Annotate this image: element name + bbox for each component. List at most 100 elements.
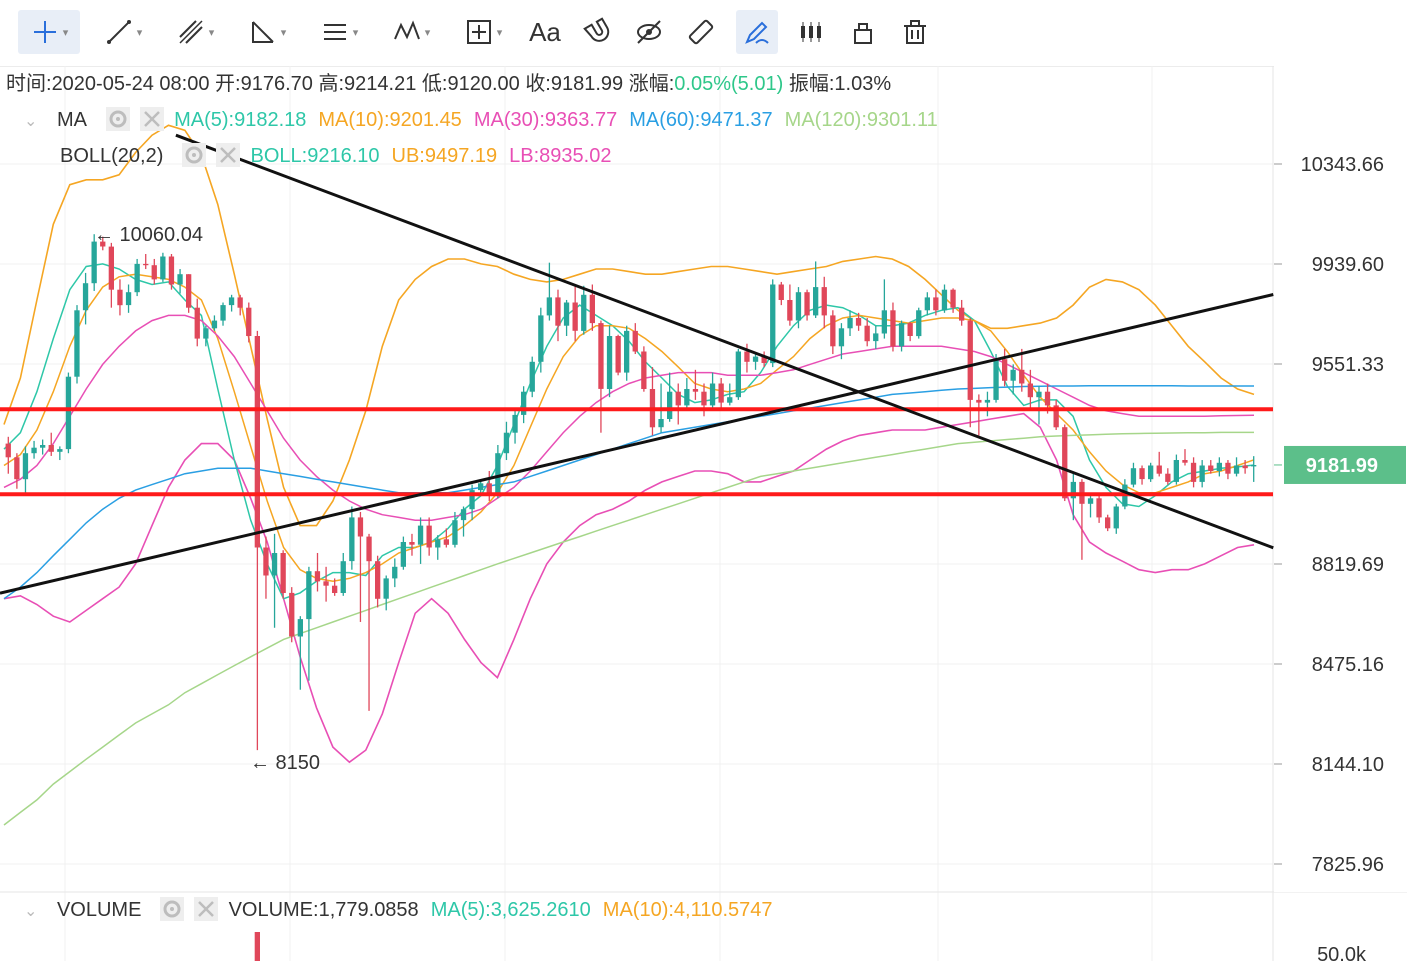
tool-angle-button[interactable]: ▾ xyxy=(236,10,298,54)
collapse-icon[interactable]: ⌄ xyxy=(24,903,38,921)
trash-icon xyxy=(900,17,930,47)
candle-body xyxy=(873,333,879,342)
chevron-down-icon[interactable]: ▾ xyxy=(352,26,359,39)
candle-body xyxy=(57,449,63,452)
low-annotation: ← 8150 xyxy=(250,752,320,774)
candle-body xyxy=(1002,359,1008,381)
candle-body xyxy=(469,490,475,510)
tool-magnet-button[interactable] xyxy=(576,10,618,54)
axis-tick-label: 9939.60 xyxy=(1312,254,1384,276)
candle-body xyxy=(709,383,716,406)
chevron-down-icon[interactable]: ▾ xyxy=(136,26,143,39)
candle-body xyxy=(864,325,870,342)
candle-body xyxy=(658,419,664,428)
volume-pane: 50.0k xyxy=(254,932,1367,961)
close-icon[interactable] xyxy=(193,896,219,922)
tool-hide-drawings-button[interactable] xyxy=(628,10,670,54)
candle-body xyxy=(598,323,604,389)
candle-body xyxy=(478,483,484,491)
close-icon[interactable] xyxy=(139,106,165,132)
ma-line-4 xyxy=(3,431,1254,826)
chevron-down-icon[interactable]: ▾ xyxy=(280,26,287,39)
candle-body xyxy=(177,274,183,285)
trend-line-0 xyxy=(175,133,1274,550)
tool-lock-button[interactable] xyxy=(842,10,884,54)
amp-label: 振幅: xyxy=(788,73,835,95)
candle-body xyxy=(555,297,561,326)
gear-icon[interactable] xyxy=(159,896,185,922)
candle-body xyxy=(151,265,157,280)
tool-crosshair-button[interactable]: ▾ xyxy=(18,10,80,54)
pen-icon xyxy=(742,17,772,47)
candle-body xyxy=(701,391,707,406)
price-axis: 10343.66 9939.60 9551.33 8819.69 8475.16 8144… xyxy=(1274,66,1407,892)
ma-line-2 xyxy=(3,314,1255,521)
candle-body xyxy=(392,566,398,579)
candle-body xyxy=(1173,460,1179,482)
gear-icon[interactable] xyxy=(105,106,131,132)
magnet-icon xyxy=(582,17,612,47)
tool-horizontal-lines-button[interactable]: ▾ xyxy=(308,10,370,54)
candle-body xyxy=(529,361,535,392)
tool-multi-line-button[interactable]: ▾ xyxy=(164,10,226,54)
close-icon[interactable] xyxy=(215,142,241,168)
chart-grid xyxy=(0,66,1407,961)
chevron-down-icon[interactable]: ▾ xyxy=(62,26,69,39)
tool-measure-box-button[interactable]: ▾ xyxy=(452,10,514,54)
candle-body xyxy=(14,457,20,480)
chevron-down-icon[interactable]: ▾ xyxy=(424,26,431,39)
candle-body xyxy=(967,320,973,400)
tool-wave-button[interactable]: ▾ xyxy=(380,10,442,54)
candle-body xyxy=(426,525,432,548)
collapse-icon[interactable]: ⌄ xyxy=(24,113,38,131)
high-value: 9214.21 xyxy=(344,73,417,95)
candle-body xyxy=(1010,369,1016,381)
angle-icon xyxy=(248,17,278,47)
candle-body xyxy=(916,310,922,337)
candle-body xyxy=(1251,465,1257,467)
candle-body xyxy=(898,323,905,347)
tool-text-button[interactable]: Aa xyxy=(524,10,566,54)
candle-body xyxy=(125,292,132,306)
ruler-icon xyxy=(686,17,716,47)
drawing-toolbar: ▾ ▾ ▾ ▾ ▾ ▾ ▾ Aa xyxy=(0,0,1407,67)
horizontal-lines-icon xyxy=(320,17,350,47)
chevron-down-icon[interactable]: ▾ xyxy=(496,26,503,39)
candle-body xyxy=(572,302,578,331)
candle-body xyxy=(512,414,518,433)
candle-body xyxy=(563,302,570,326)
candle-body xyxy=(417,525,424,545)
candle-body xyxy=(254,336,260,548)
candle-body xyxy=(349,517,355,562)
candle-body xyxy=(632,330,638,352)
candle-body xyxy=(795,292,802,321)
gear-icon[interactable] xyxy=(181,142,207,168)
candle-body xyxy=(855,318,862,326)
tool-draw-mode-button[interactable] xyxy=(736,10,778,54)
chevron-down-icon[interactable]: ▾ xyxy=(208,26,215,39)
axis-tick-label: 8819.69 xyxy=(1312,554,1384,576)
candle-body xyxy=(5,443,11,458)
candle-body xyxy=(460,509,467,521)
tool-candle-style-button[interactable] xyxy=(790,10,832,54)
candle-body xyxy=(1156,465,1162,474)
change-label: 涨幅: xyxy=(628,73,675,95)
horizontal-levels xyxy=(0,407,1273,497)
candle-body xyxy=(65,376,72,450)
wave-icon xyxy=(392,17,422,47)
candle-body xyxy=(847,318,853,329)
candle-body xyxy=(838,328,845,347)
candle-body xyxy=(1113,506,1119,529)
candle-body xyxy=(134,263,140,293)
tool-ruler-button[interactable] xyxy=(680,10,722,54)
candle-body xyxy=(993,359,999,400)
candle-body xyxy=(383,578,389,599)
tool-delete-button[interactable] xyxy=(894,10,936,54)
candle-body xyxy=(1105,517,1111,529)
tool-trend-line-button[interactable]: ▾ xyxy=(92,10,154,54)
close-value: 9181.99 xyxy=(550,73,624,95)
open-label: 开: xyxy=(215,73,241,95)
low-label: 低: xyxy=(421,73,448,95)
candle-body xyxy=(211,320,218,329)
